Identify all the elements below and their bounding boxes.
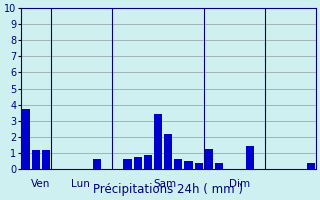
Text: Ven: Ven bbox=[31, 179, 50, 189]
Bar bbox=[42, 150, 50, 169]
Bar bbox=[205, 149, 213, 169]
Bar bbox=[307, 163, 315, 169]
Text: Lun: Lun bbox=[71, 179, 90, 189]
Bar bbox=[185, 161, 193, 169]
Bar bbox=[195, 163, 203, 169]
Text: Dim: Dim bbox=[229, 179, 251, 189]
Bar bbox=[124, 159, 132, 169]
Bar bbox=[22, 109, 30, 169]
Bar bbox=[93, 159, 101, 169]
X-axis label: Précipitations 24h ( mm ): Précipitations 24h ( mm ) bbox=[93, 183, 243, 196]
Bar bbox=[144, 155, 152, 169]
Bar bbox=[164, 134, 172, 169]
Text: Sam: Sam bbox=[153, 179, 176, 189]
Bar bbox=[215, 163, 223, 169]
Bar bbox=[154, 114, 162, 169]
Bar bbox=[245, 146, 254, 169]
Bar bbox=[133, 157, 142, 169]
Bar bbox=[174, 159, 182, 169]
Bar bbox=[32, 150, 40, 169]
